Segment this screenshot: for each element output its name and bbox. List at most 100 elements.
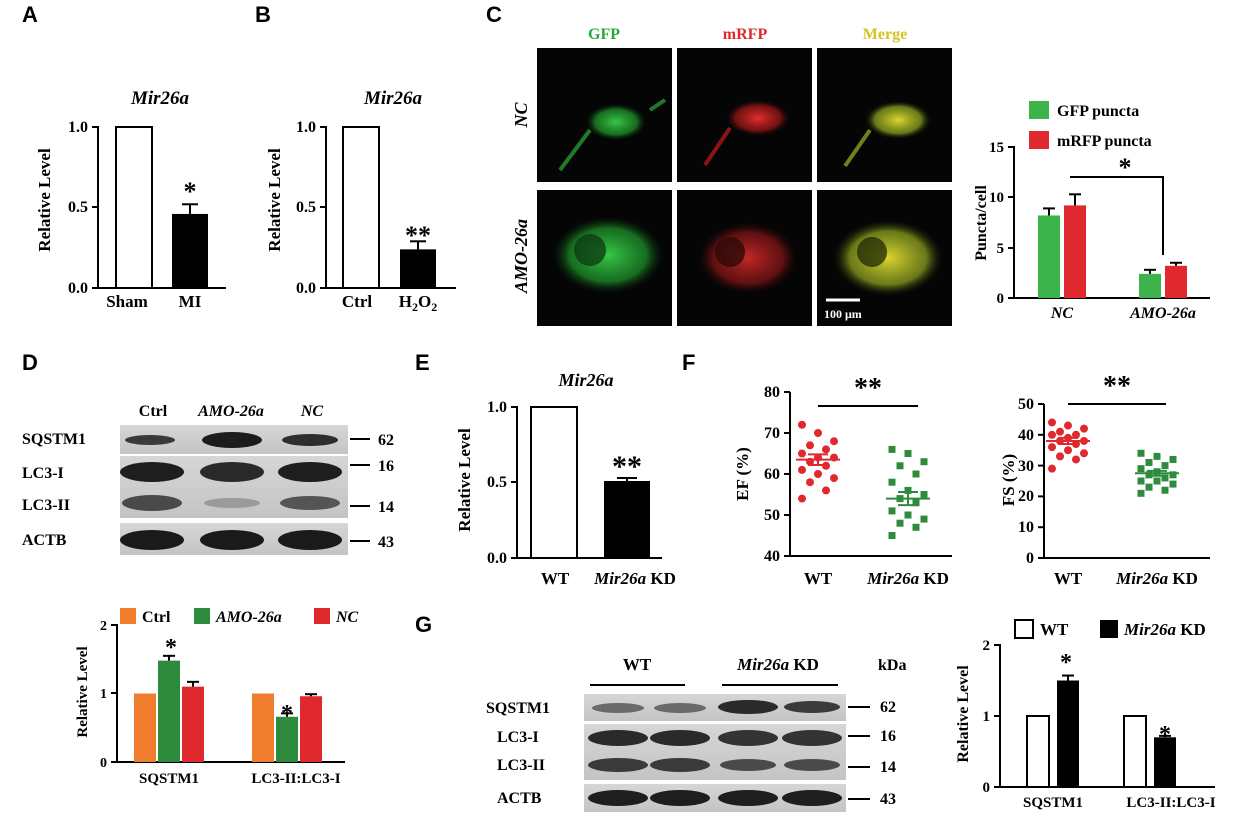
panel-g-band-actb: ACTB xyxy=(497,790,542,807)
panel-a-title: Mir26a xyxy=(130,88,190,109)
scatter-point xyxy=(1153,452,1161,460)
scatter-point xyxy=(798,494,806,503)
panel-f-fs-ytick-20: 20 xyxy=(1018,488,1034,505)
panel-f-ef-ytick-40: 40 xyxy=(764,548,780,565)
band xyxy=(654,703,706,713)
legend-label-wt: WT xyxy=(1040,620,1069,639)
scatter-point xyxy=(1137,449,1145,457)
panel-a-xtick-sham: Sham xyxy=(106,292,148,311)
panel-d-xtick-ratio: LC3-II:LC3-I xyxy=(251,771,340,787)
nucleus-amo-mrfp xyxy=(715,237,745,267)
scatter-point xyxy=(896,462,904,470)
legend-swatch-nc xyxy=(314,608,330,624)
scatter-point xyxy=(888,445,896,453)
bar-cBars-0-0 xyxy=(1038,215,1060,298)
legend-label-mrfp: mRFP puncta xyxy=(1057,133,1152,150)
panel-c-ytick-15: 15 xyxy=(989,140,1004,156)
panel-a-ytick-1: 0.5 xyxy=(68,199,88,216)
panel-g-ylabel: Relative Level xyxy=(955,665,972,763)
panel-f-ef-ytick-70: 70 xyxy=(764,425,780,442)
bar-gBars-0-1 xyxy=(1057,680,1079,787)
panel-d-ylabel: Relative Level xyxy=(75,646,91,737)
panel-d-band-lc3ii: LC3-II xyxy=(22,497,70,514)
band xyxy=(588,758,648,772)
bar-dBars-1-0 xyxy=(252,693,274,762)
scatter-point xyxy=(896,519,904,527)
panel-label-g: G xyxy=(415,612,432,637)
panel-b-bar-ctrl xyxy=(342,126,380,289)
panel-a-ytick-2: 0.0 xyxy=(68,280,88,297)
panel-b-bar-h2o2 xyxy=(400,249,436,288)
legend-label-gfp: GFP puncta xyxy=(1057,103,1139,120)
cell-nc-gfp xyxy=(586,104,646,140)
cell-amo-merge xyxy=(833,220,943,296)
panel-g-band-sqstm1: SQSTM1 xyxy=(486,700,550,717)
panel-a-ytick-0: 1.0 xyxy=(68,119,88,136)
bar-dBars-1-1 xyxy=(276,716,298,762)
band xyxy=(718,730,778,746)
scatter-point xyxy=(920,515,928,523)
band xyxy=(278,530,342,550)
scatter-point xyxy=(822,445,830,454)
band xyxy=(650,730,710,746)
scatter-point xyxy=(798,420,806,429)
scatter-point xyxy=(1145,483,1153,491)
band xyxy=(718,700,778,714)
panel-e-ytick-10: 1.0 xyxy=(487,399,507,416)
bar-cBars-1-0 xyxy=(1139,273,1161,298)
legend-label-kd: Mir26a KD xyxy=(1123,620,1206,639)
scatter-point xyxy=(888,478,896,486)
panel-f-ef-ytick-50: 50 xyxy=(764,507,780,524)
scatter-point xyxy=(1072,430,1080,439)
panel-f-ef-ytick-60: 60 xyxy=(764,466,780,483)
panel-c-channel-mrfp: mRFP xyxy=(723,26,768,43)
panel-d-sig-1: * xyxy=(165,635,177,661)
scatter-point xyxy=(1153,477,1161,485)
scatter-point xyxy=(1137,489,1145,497)
panel-d-blot: Ctrl AMO-26a NC SQSTM1 LC3-I LC3-II ACTB… xyxy=(22,403,394,555)
panel-e-xtick-kd: Mir26a KD xyxy=(593,569,676,588)
panel-a-bar-sham xyxy=(115,126,153,289)
legend-swatch-ctrl xyxy=(120,608,136,624)
panel-a-sig: * xyxy=(184,177,197,206)
scatter-point xyxy=(814,429,822,437)
legend-label-nc: NC xyxy=(335,609,359,626)
panel-d-lane-ctrl: Ctrl xyxy=(139,403,168,420)
cell-amo-mrfp xyxy=(698,222,798,294)
panel-f-fs-ytick-50: 50 xyxy=(1018,396,1034,413)
band xyxy=(120,462,184,482)
panel-d-band-actb: ACTB xyxy=(22,532,67,549)
panel-g-kda-62: 62 xyxy=(880,699,896,716)
band xyxy=(782,730,842,746)
band xyxy=(784,759,840,771)
panel-g-ytick-0: 0 xyxy=(983,780,991,796)
scatter-point xyxy=(1137,477,1145,485)
scatter-point xyxy=(1145,459,1153,467)
panel-c-row-amo: AMO-26a xyxy=(511,219,531,294)
cell-process-nc-mrfp xyxy=(703,126,732,167)
panel-b-xtick-ctrl: Ctrl xyxy=(342,292,372,311)
scalebar-label: 100 μm xyxy=(824,307,862,321)
panel-c-ylabel: Puncta/cell xyxy=(973,185,990,261)
panel-e-title: Mir26a xyxy=(557,370,613,390)
band xyxy=(280,496,340,510)
bar-gBars-1-0 xyxy=(1123,715,1147,788)
panel-e-ytick-05: 0.5 xyxy=(487,474,507,491)
scatter-point xyxy=(904,511,912,519)
cell-amo-gfp xyxy=(553,217,663,293)
panel-g-band-lc3ii: LC3-II xyxy=(497,757,545,774)
panel-f-ef-sig: ** xyxy=(854,373,882,404)
panel-d-band-sqstm1: SQSTM1 xyxy=(22,431,86,448)
panel-g-band-lc3i: LC3-I xyxy=(497,729,539,746)
scatter-point xyxy=(798,465,806,474)
scatter-point xyxy=(1169,471,1177,479)
panel-g-group-kd: Mir26a KD xyxy=(736,655,819,674)
panel-a-xtick-mi: MI xyxy=(179,292,202,311)
panel-f-ef-ylabel: EF (%) xyxy=(733,447,752,501)
scatter-point xyxy=(1072,455,1080,464)
panel-label-c: C xyxy=(486,2,502,27)
band xyxy=(204,498,260,508)
panel-d-chart: Ctrl AMO-26a NC Relative Level 2 1 0 * *… xyxy=(75,608,359,787)
panel-b-chart: Mir26a Relative Level 1.0 0.5 0.0 ** Ctr… xyxy=(265,88,456,314)
panel-f-fs-ylabel: FS (%) xyxy=(999,454,1018,506)
